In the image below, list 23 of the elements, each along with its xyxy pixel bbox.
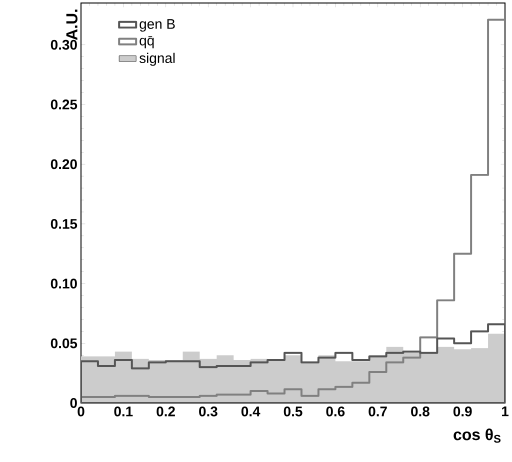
x-tick-label: 0.5 — [284, 406, 302, 416]
x-axis-title: cos θ$_{S}$ — [454, 428, 501, 443]
y-tick-label: 0 — [70, 398, 77, 408]
x-tick-label: 0.4 — [241, 406, 260, 416]
x-tick-label: 0.1 — [114, 406, 133, 416]
y-tick-label: 0.05 — [50, 338, 78, 348]
legend-label: qq̄ — [140, 36, 154, 48]
legend-label: gen B — [140, 19, 175, 32]
y-tick-label: 0.15 — [50, 218, 78, 229]
x-tick-label: 0.2 — [156, 406, 175, 416]
x-tick-label: 0.7 — [368, 406, 387, 416]
y-tick-label: 0.10 — [50, 278, 77, 289]
y-axis-title: A.U. — [66, 10, 78, 40]
x-tick-label: 1 — [502, 406, 508, 416]
x-tick-label: 0.3 — [199, 406, 218, 416]
y-tick-label: 0.20 — [50, 159, 77, 170]
x-tick-label: 0 — [78, 406, 84, 416]
legend-label: signal — [139, 52, 175, 66]
y-tick-label: 0.30 — [50, 40, 77, 50]
x-tick-label: 0.8 — [411, 406, 430, 416]
y-tick-label: 0.25 — [50, 100, 78, 110]
x-tick-label: 0.6 — [326, 406, 345, 416]
x-tick-label: 0.9 — [453, 406, 472, 416]
